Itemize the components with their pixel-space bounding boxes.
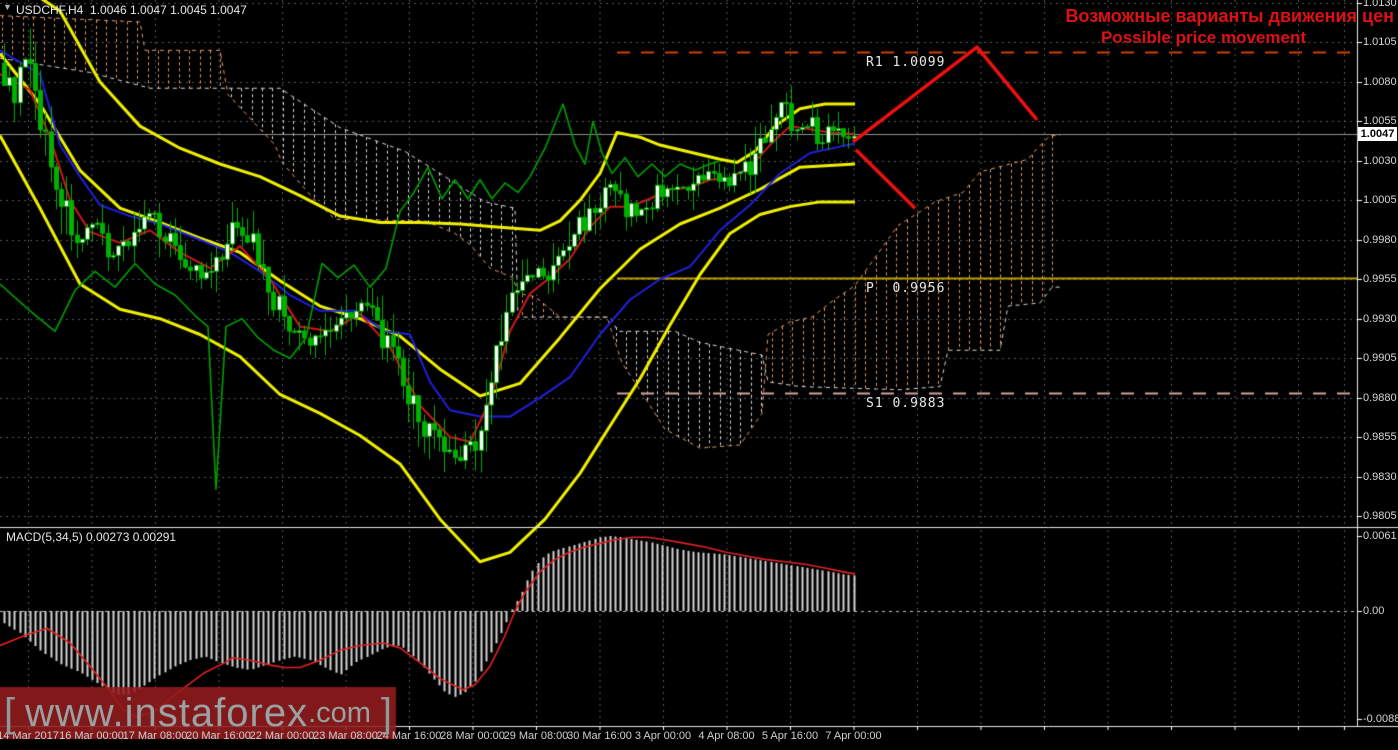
date-axis-label: 23 Mar 08:00 — [313, 730, 378, 742]
macd-axis-label: 0.00 — [1363, 605, 1385, 617]
watermark-bracket-close: ] — [380, 690, 393, 735]
date-axis-label: 7 Apr 00:00 — [825, 730, 882, 742]
date-axis-label: 17 Mar 08:00 — [122, 730, 188, 742]
date-axis-label: 3 Apr 00:00 — [634, 730, 692, 742]
watermark-bracket-open: [ — [3, 690, 16, 735]
date-axis-label: 30 Mar 16:00 — [567, 730, 632, 742]
date-axis-label: 4 Apr 08:00 — [698, 730, 755, 742]
price-axis-label: 1.0105 — [1363, 36, 1397, 49]
pivot-label-r1: R1 1.0099 — [866, 54, 946, 70]
date-axis-label: 22 Mar 00:00 — [249, 730, 315, 742]
date-axis-label: 20 Mar 16:00 — [186, 730, 251, 742]
macd-axis-label: -0.0088 — [1363, 713, 1398, 726]
macd-indicator-label: MACD(5,34,5) 0.00273 0.00291 — [6, 530, 177, 544]
price-axis-label: 1.0055 — [1363, 115, 1397, 128]
current-price-tag: 1.0047 — [1358, 127, 1397, 141]
price-axis-label: 0.9905 — [1363, 352, 1397, 365]
macd-axis-label: 0.0061 — [1363, 530, 1397, 542]
date-axis-label: 29 Mar 08:00 — [503, 730, 569, 742]
price-axis-label: 1.0005 — [1363, 194, 1397, 207]
price-axis-label: 1.0080 — [1363, 75, 1397, 88]
price-axis-label: 0.9830 — [1363, 470, 1397, 483]
date-axis-label: 16 Mar 00:00 — [59, 730, 124, 742]
annotation-russian: Возможные варианты движения цен — [1065, 6, 1394, 26]
price-axis-label: 0.9955 — [1363, 273, 1397, 286]
price-axis-label: 1.0030 — [1363, 154, 1397, 167]
watermark-domain-suffix: .com — [308, 696, 371, 729]
price-axis-label: 1.0130 — [1363, 0, 1397, 9]
symbol-marker-icon: ▼ — [3, 2, 12, 12]
price-axis-label: 0.9980 — [1363, 233, 1397, 246]
pivot-label-p: P 0.9956 — [866, 280, 946, 296]
instaforex-watermark: [ www.instaforex .com ] — [0, 687, 396, 739]
price-axis-label: 0.9855 — [1363, 431, 1397, 444]
date-axis-label: 14 Mar 2017 — [0, 730, 59, 742]
chart-ohlc-title: USDCHF,H4 1.0046 1.0047 1.0045 1.0047 — [16, 3, 247, 17]
price-axis-label: 0.9805 — [1363, 510, 1397, 522]
price-axis-label: 0.9880 — [1363, 391, 1397, 404]
pivot-label-s1: S1 0.9883 — [866, 395, 946, 411]
watermark-domain: www.instaforex — [25, 690, 309, 735]
date-axis-label: 28 Mar 00:00 — [440, 730, 505, 742]
price-axis-label: 0.9930 — [1363, 312, 1397, 325]
date-axis-label: 24 Mar 16:00 — [376, 730, 442, 742]
annotation-english: Possible price movement — [1100, 28, 1306, 47]
date-axis-label: 5 Apr 16:00 — [761, 730, 819, 742]
